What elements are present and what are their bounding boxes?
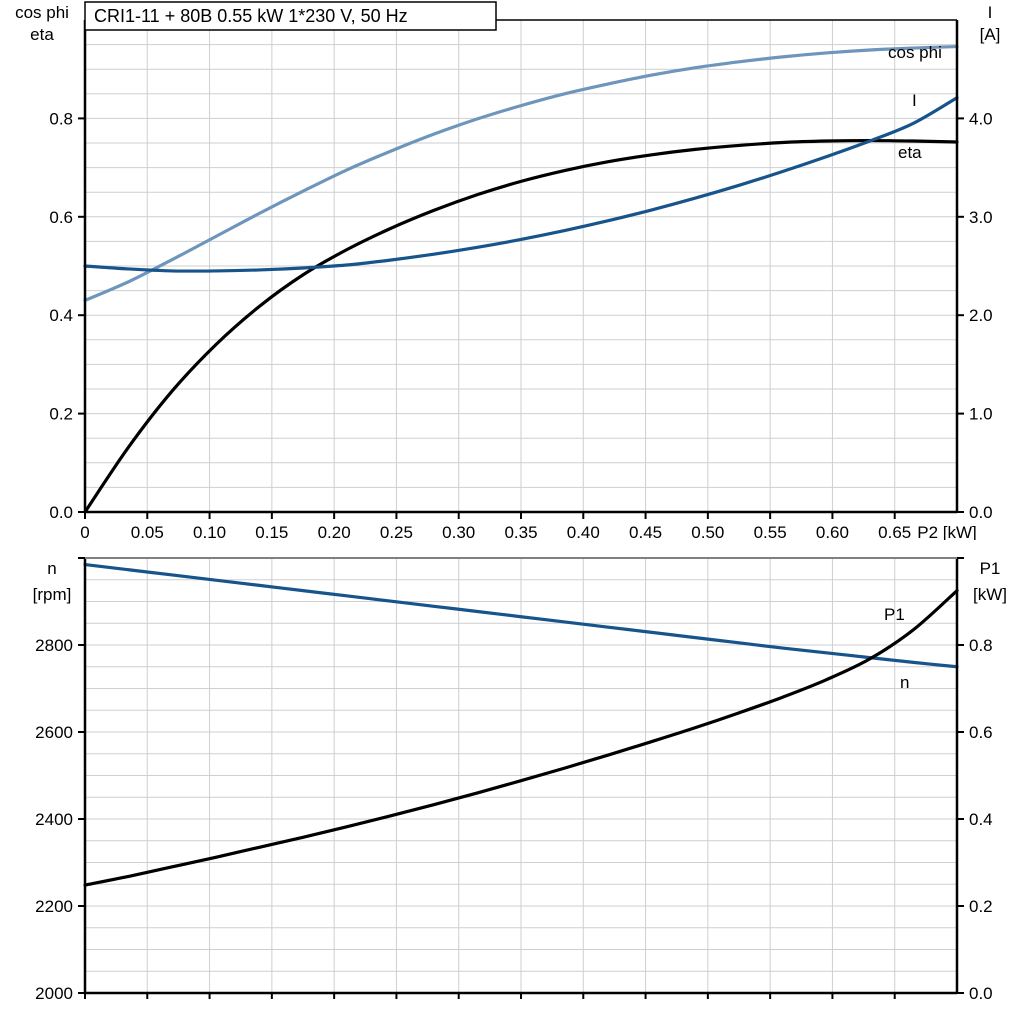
tick-label-right: 0.4 (969, 810, 993, 829)
tick-label-left: 0.2 (49, 405, 73, 424)
tick-label-left: 2800 (35, 636, 73, 655)
curve-label-eta: eta (898, 143, 922, 162)
title-box (84, 1, 497, 31)
tick-label-right: 1.0 (969, 405, 993, 424)
curve-label-cos-phi: cos phi (888, 43, 942, 62)
tick-label-bottom: 0.25 (380, 523, 413, 540)
tick-label-bottom: 0.50 (691, 523, 724, 540)
bottom-chart-svg: 2000 2200 2400 2600 2800 0.0 0.2 0.4 0.6 0.8 n [rpm… (33, 557, 1007, 1003)
tick-label-bottom: 0.60 (816, 523, 849, 540)
x-axis-title: P2 [kW] (917, 523, 977, 540)
tick-label-right: 2.0 (969, 306, 993, 325)
tick-label-bottom: 0.20 (318, 523, 351, 540)
bottom-chart-panel: 2000 2200 2400 2600 2800 0.0 0.2 0.4 0.6 0.8 n [rpm… (0, 548, 1024, 1024)
curve-label-P1: P1 (884, 605, 905, 624)
tick-label-left: 2200 (35, 897, 73, 916)
y2-axis-title-line1: I (988, 3, 993, 22)
curve-label-I: I (912, 91, 917, 110)
top-plot-area: 0.0 0.2 0.4 0.6 0.8 0.0 1.0 2.0 3.0 4.0 0 0.05 0.10 0… (15, 1, 1001, 540)
top-chart-svg: 0.0 0.2 0.4 0.6 0.8 0.0 1.0 2.0 3.0 4.0 0 0.05 0.10 0… (15, 1, 1001, 540)
tick-label-right: 0.0 (969, 503, 993, 522)
tick-label-bottom: 0.55 (754, 523, 787, 540)
tick-label-bottom: 0.10 (193, 523, 226, 540)
y2-axis-title-line1: P1 (980, 559, 1001, 578)
chart-title: CRI1-11 + 80B 0.55 kW 1*230 V, 50 Hz (94, 6, 408, 26)
bottom-plot-area: 2000 2200 2400 2600 2800 0.0 0.2 0.4 0.6 0.8 n [rpm… (33, 557, 1007, 1003)
tick-label-left: 0.8 (49, 109, 73, 128)
tick-label-bottom: 0.35 (504, 523, 537, 540)
y-axis-title-line2: [rpm] (33, 585, 72, 604)
tick-label-bottom: 0.15 (255, 523, 288, 540)
tick-label-right: 0.0 (969, 984, 993, 1003)
tick-label-left: 0.6 (49, 208, 73, 227)
tick-label-right: 0.8 (969, 636, 993, 655)
tick-label-bottom: 0.65 (878, 523, 911, 540)
curve-eta (83, 138, 959, 514)
y2-axis-title-line2: [kW] (973, 585, 1007, 604)
tick-label-right: 0.6 (969, 723, 993, 742)
tick-label-bottom: 0 (80, 523, 89, 540)
tick-label-bottom: 0.45 (629, 523, 662, 540)
tick-label-left: 0.4 (49, 306, 73, 325)
curve-cos-phi (83, 44, 959, 303)
tick-label-left: 2600 (35, 723, 73, 742)
tick-label-left: 2000 (35, 984, 73, 1003)
tick-label-right: 0.2 (969, 897, 993, 916)
tick-label-bottom: 0.30 (442, 523, 475, 540)
y-axis-title-line1: n (47, 559, 56, 578)
curve-n (83, 562, 959, 669)
curve-P1 (83, 589, 959, 887)
tick-label-right: 4.0 (969, 109, 993, 128)
tick-label-right: 3.0 (969, 208, 993, 227)
tick-label-left: 0.0 (49, 503, 73, 522)
curve-I (83, 96, 959, 273)
tick-label-bottom: 0.40 (567, 523, 600, 540)
y-axis-title-line2: eta (30, 25, 54, 44)
tick-label-left: 2400 (35, 810, 73, 829)
y-axis-title-line1: cos phi (15, 3, 69, 22)
tick-label-bottom: 0.05 (131, 523, 164, 540)
curve-label-n: n (900, 673, 909, 692)
y2-axis-title-line2: [A] (980, 25, 1001, 44)
top-chart-panel: 0.0 0.2 0.4 0.6 0.8 0.0 1.0 2.0 3.0 4.0 0 0.05 0.10 0… (15, 1, 1001, 540)
